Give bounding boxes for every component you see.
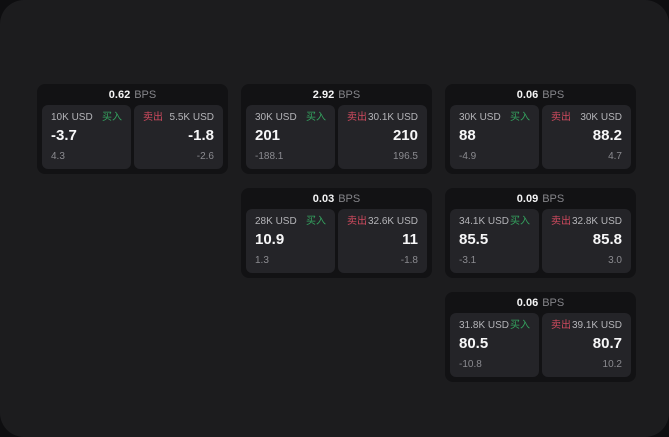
buy-delta: -188.1 — [255, 151, 284, 162]
sell-side-label: 卖出 — [551, 320, 571, 331]
sell-price: 210 — [392, 127, 418, 144]
sell-price: 11 — [402, 231, 418, 248]
bps-header: 0.06 BPS — [445, 84, 636, 105]
sell-amount: 5.5K USD — [169, 112, 214, 123]
buy-delta: -10.8 — [459, 359, 482, 370]
buy-amount: 30K USD — [255, 112, 297, 123]
buy-delta: -3.1 — [459, 255, 477, 266]
buy-tile[interactable]: 34.1K USD 买入 85.5 -3.1 — [450, 209, 539, 273]
sell-tile[interactable]: 卖出 5.5K USD -1.8 -2.6 — [134, 105, 223, 169]
bps-unit-label: BPS — [542, 88, 565, 101]
quote-card: 0.03 BPS 28K USD 买入 10.9 1.3 卖出 32.6K US… — [241, 188, 432, 278]
sell-tile[interactable]: 卖出 32.8K USD 85.8 3.0 — [542, 209, 631, 273]
buy-side-label: 买入 — [306, 112, 326, 123]
quote-card: 0.06 BPS 31.8K USD 买入 80.5 -10.8 卖出 39.1… — [445, 292, 636, 382]
bps-unit-label: BPS — [542, 192, 565, 205]
bps-header: 0.03 BPS — [241, 188, 432, 209]
bps-unit-label: BPS — [338, 88, 361, 101]
buy-delta: -4.9 — [459, 151, 477, 162]
sell-side-label: 卖出 — [143, 112, 163, 123]
quote-card: 0.62 BPS 10K USD 买入 -3.7 4.3 卖出 5.5K USD… — [37, 84, 228, 174]
bps-header: 2.92 BPS — [241, 84, 432, 105]
sell-delta: 10.2 — [602, 359, 622, 370]
buy-price: -3.7 — [51, 127, 77, 144]
buy-side-label: 买入 — [102, 112, 122, 123]
sell-amount: 32.8K USD — [571, 216, 622, 227]
bps-unit-label: BPS — [134, 88, 157, 101]
buy-price: 10.9 — [255, 231, 285, 248]
bps-value: 2.92 — [312, 88, 335, 101]
sell-tile[interactable]: 卖出 30.1K USD 210 196.5 — [338, 105, 427, 169]
sell-tile[interactable]: 卖出 30K USD 88.2 4.7 — [542, 105, 631, 169]
buy-side-label: 买入 — [510, 216, 530, 227]
bps-value: 0.06 — [516, 296, 539, 309]
sell-delta: 3.0 — [608, 255, 622, 266]
sell-tile[interactable]: 卖出 32.6K USD 11 -1.8 — [338, 209, 427, 273]
sell-delta: 4.7 — [608, 151, 622, 162]
sell-side-label: 卖出 — [347, 216, 367, 227]
bps-unit-label: BPS — [338, 192, 361, 205]
buy-tile[interactable]: 28K USD 买入 10.9 1.3 — [246, 209, 335, 273]
buy-tile[interactable]: 10K USD 买入 -3.7 4.3 — [42, 105, 131, 169]
sell-delta: -1.8 — [400, 255, 418, 266]
buy-amount: 28K USD — [255, 216, 297, 227]
bps-value: 0.09 — [516, 192, 539, 205]
buy-side-label: 买入 — [510, 320, 530, 331]
sell-price: 80.7 — [592, 335, 622, 352]
quote-card: 0.09 BPS 34.1K USD 买入 85.5 -3.1 卖出 32.8K… — [445, 188, 636, 278]
sell-side-label: 卖出 — [551, 112, 571, 123]
bps-unit-label: BPS — [542, 296, 565, 309]
buy-price: 88 — [459, 127, 476, 144]
buy-amount: 34.1K USD — [459, 216, 510, 227]
bps-header: 0.06 BPS — [445, 292, 636, 313]
buy-tile[interactable]: 30K USD 买入 88 -4.9 — [450, 105, 539, 169]
sell-side-label: 卖出 — [551, 216, 571, 227]
buy-side-label: 买入 — [306, 216, 326, 227]
buy-price: 80.5 — [459, 335, 489, 352]
sell-amount: 30K USD — [580, 112, 622, 123]
buy-side-label: 买入 — [510, 112, 530, 123]
buy-amount: 30K USD — [459, 112, 501, 123]
sell-price: 85.8 — [592, 231, 622, 248]
sell-amount: 30.1K USD — [367, 112, 418, 123]
sell-delta: -2.6 — [196, 151, 214, 162]
sell-price: -1.8 — [188, 127, 214, 144]
buy-amount: 10K USD — [51, 112, 93, 123]
buy-tile[interactable]: 31.8K USD 买入 80.5 -10.8 — [450, 313, 539, 377]
bps-value: 0.06 — [516, 88, 539, 101]
buy-delta: 1.3 — [255, 255, 269, 266]
sell-amount: 32.6K USD — [367, 216, 418, 227]
buy-tile[interactable]: 30K USD 买入 201 -188.1 — [246, 105, 335, 169]
sell-tile[interactable]: 卖出 39.1K USD 80.7 10.2 — [542, 313, 631, 377]
buy-delta: 4.3 — [51, 151, 65, 162]
bps-value: 0.03 — [312, 192, 335, 205]
quote-card: 0.06 BPS 30K USD 买入 88 -4.9 卖出 30K USD 8… — [445, 84, 636, 174]
buy-price: 85.5 — [459, 231, 489, 248]
sell-price: 88.2 — [592, 127, 622, 144]
bps-header: 0.09 BPS — [445, 188, 636, 209]
quote-card: 2.92 BPS 30K USD 买入 201 -188.1 卖出 30.1K … — [241, 84, 432, 174]
bps-header: 0.62 BPS — [37, 84, 228, 105]
bps-value: 0.62 — [108, 88, 131, 101]
sell-side-label: 卖出 — [347, 112, 367, 123]
buy-amount: 31.8K USD — [459, 320, 510, 331]
sell-delta: 196.5 — [392, 151, 418, 162]
sell-amount: 39.1K USD — [571, 320, 622, 331]
buy-price: 201 — [255, 127, 281, 144]
